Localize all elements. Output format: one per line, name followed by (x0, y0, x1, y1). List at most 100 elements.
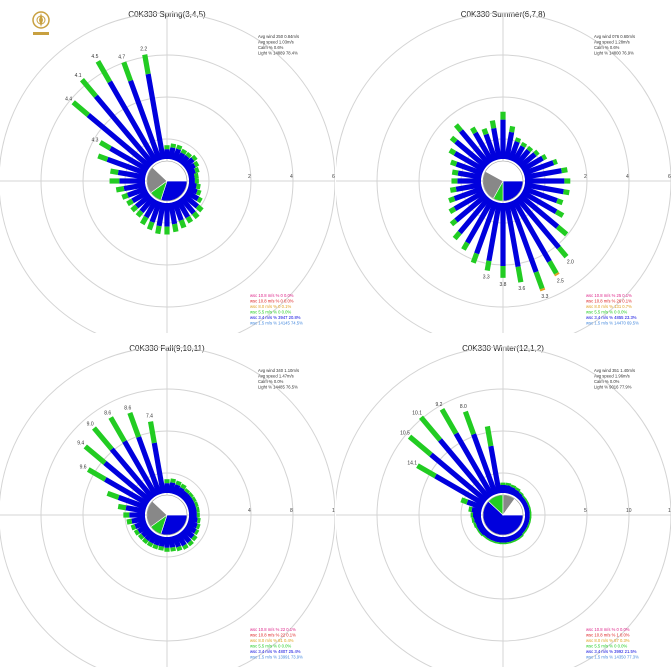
legend-row: wsc 8.0 m/s % 131 0.7% (586, 304, 632, 309)
petal-segment (127, 412, 142, 438)
petal-segment (451, 169, 459, 176)
petal-segment (556, 198, 564, 206)
petal-segment (106, 156, 148, 176)
petal-segment (137, 533, 145, 540)
calm-pie-outline (482, 494, 524, 536)
petal-segment (155, 225, 162, 235)
petal-segment (175, 152, 186, 164)
petal-segment (135, 209, 144, 218)
legend-row: wsc 5.5 m/s % 0 0.0% (250, 644, 291, 649)
legend-row: wsc 8.0 m/s % 81 0.4% (250, 638, 294, 643)
petal-segment (495, 536, 502, 543)
petal-segment (561, 167, 568, 174)
petal-segment (144, 530, 155, 542)
petal-segment (511, 532, 520, 541)
petal-segment (179, 490, 189, 500)
petal-segment (172, 484, 181, 496)
petal-segment (195, 183, 201, 190)
petal-segment (438, 438, 491, 500)
petal-segment (79, 77, 98, 98)
petal-segment (188, 491, 194, 498)
petal-segment (552, 158, 558, 166)
legend-row: wsc 8.0 m/s % 0 0.1% (250, 304, 291, 309)
petal-segment (184, 497, 195, 507)
petal-segment (188, 516, 198, 523)
petal-segment (86, 112, 152, 169)
petal-value-label: 4.7 (118, 55, 125, 61)
petal-segment (459, 129, 491, 166)
petal-value-label: 2.5 (557, 278, 564, 284)
petal-segment (121, 192, 129, 200)
petal-segment (515, 196, 561, 250)
petal-segment (83, 444, 107, 465)
petal-segment (477, 523, 486, 532)
petal-segment (518, 490, 524, 496)
petal-segment (518, 193, 560, 229)
legend-row: wsc 5.5 m/s % 0 0.0% (250, 310, 291, 315)
stats-line: Light % 14889 78.4% (258, 51, 298, 56)
petal-segment (524, 498, 529, 504)
petal-segment (107, 80, 159, 164)
petal-segment (149, 200, 162, 223)
petal-segment (168, 147, 176, 160)
petal-segment (554, 209, 565, 218)
petal-segment (454, 139, 488, 169)
petal-segment (188, 182, 197, 189)
petal-segment (488, 445, 502, 494)
petal-segment (136, 436, 162, 496)
petal-segment (130, 524, 137, 531)
legend-row: wsc 1.5 m/s % 13991 73.9% (250, 655, 303, 660)
stats-line: Light % 9016 77.9% (594, 385, 632, 390)
legend-row: wsc 5.5 m/s % 0 0.0% (586, 644, 627, 649)
petal-segment (474, 200, 498, 255)
petal-segment (147, 421, 157, 444)
petal-segment (184, 162, 196, 173)
petal-segment (522, 160, 555, 176)
petal-segment (449, 159, 458, 167)
petal-segment (142, 54, 151, 75)
petal-segment (180, 483, 187, 490)
petal-segment (448, 196, 456, 204)
petal-segment (196, 517, 201, 524)
petal-segment (483, 530, 491, 538)
petal-segment (179, 154, 190, 166)
legend-row: wsc 3.4 m/s % 3947 20.8% (250, 315, 301, 320)
petal-segment (434, 473, 486, 507)
legend-row: wsc 1.5 m/s % 14145 74.5% (250, 321, 303, 326)
petal-value-label: 2.2 (140, 47, 147, 53)
stats-line: Avg wind 250 0.84m/s (258, 34, 299, 39)
petal-value-label: 4.1 (75, 73, 82, 79)
petal-segment (194, 172, 199, 179)
petal-segment (185, 151, 192, 159)
wind-rose-panel-winter: C0K330 Winter(12,1,2)5101514.110.510.19.… (336, 334, 671, 667)
petal-segment (479, 527, 488, 536)
petal-segment (131, 189, 150, 204)
petal-segment (158, 536, 166, 547)
petal-value-label: 8.6 (104, 410, 111, 416)
petal-segment (453, 186, 484, 202)
petal-segment (515, 492, 523, 500)
calm-pie-outline (146, 494, 188, 536)
petal-segment (145, 73, 166, 160)
petal-segment (104, 477, 150, 507)
petal-segment (533, 149, 540, 157)
petal-segment (491, 127, 502, 160)
petal-segment (448, 206, 457, 214)
radial-tick-label: 2 (248, 174, 251, 180)
calm-pie-outline (146, 160, 188, 202)
stats-line: Calm % 0.6% (258, 45, 284, 50)
petal-segment (196, 196, 203, 204)
radial-tick-label: 8 (290, 508, 293, 514)
petal-segment (175, 198, 191, 219)
petal-segment (186, 502, 196, 510)
stats-line: Avg wind 076 0.60m/s (594, 34, 635, 39)
petal-segment (453, 151, 486, 173)
petal-segment (182, 193, 200, 209)
petal-segment (109, 168, 119, 175)
petal-segment (465, 198, 495, 244)
petal-value-label: 4.4 (65, 96, 72, 102)
petal-segment (509, 540, 516, 544)
petal-segment (514, 537, 520, 542)
legend-row: wsc 10.8 m/s % 25 0.1% (586, 293, 632, 298)
petal-segment (486, 537, 492, 542)
